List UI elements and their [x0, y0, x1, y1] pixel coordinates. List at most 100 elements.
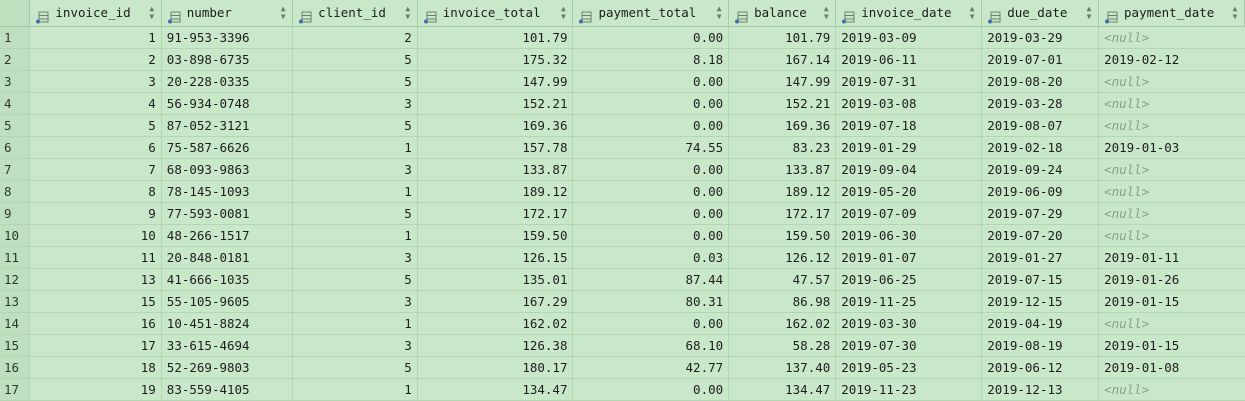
cell-invoice-id[interactable]: 5 [30, 115, 162, 136]
cell-due-date[interactable]: 2019-06-09 [982, 181, 1100, 202]
cell-invoice-id[interactable]: 15 [30, 291, 162, 312]
table-row[interactable]: 8 8 78-145-1093 1 189.12 0.00 189.12 2019-05-20… [0, 181, 1245, 203]
cell-payment-date[interactable]: <null> [1104, 96, 1150, 111]
table-row[interactable]: 14 16 10-451-8824 1 162.02 0.00 162.02 2019-03-… [0, 313, 1245, 335]
cell-payment-date[interactable]: 2019-01-26 [1104, 272, 1180, 287]
cell-due-date[interactable]: 2019-08-19 [982, 335, 1100, 356]
cell-invoice-total[interactable]: 101.79 [418, 27, 574, 48]
cell-invoice-date[interactable]: 2019-01-07 [836, 247, 983, 268]
cell-payment-total[interactable]: 0.00 [573, 203, 730, 224]
cell-invoice-date[interactable]: 2019-06-25 [836, 269, 983, 290]
cell-due-date[interactable]: 2019-08-07 [982, 115, 1100, 136]
cell-balance[interactable]: 137.40 [729, 357, 837, 378]
table-row[interactable]: 3 3 20-228-0335 5 147.99 0.00 147.99 2019-07-31… [0, 71, 1245, 93]
cell-invoice-date[interactable]: 2019-11-23 [836, 379, 983, 400]
column-header-due-date[interactable]: due_date ▲ ▼ [982, 0, 1100, 26]
cell-client-id[interactable]: 5 [293, 357, 418, 378]
sort-arrows-icon[interactable]: ▲ ▼ [823, 4, 829, 21]
cell-invoice-id[interactable]: 16 [30, 313, 162, 334]
cell-client-id[interactable]: 5 [293, 71, 418, 92]
cell-invoice-id[interactable]: 8 [30, 181, 162, 202]
cell-payment-date[interactable]: <null> [1104, 206, 1150, 221]
cell-due-date[interactable]: 2019-04-19 [982, 313, 1100, 334]
cell-number[interactable]: 56-934-0748 [162, 93, 294, 114]
table-row[interactable]: 7 7 68-093-9863 3 133.87 0.00 133.87 2019-09-04… [0, 159, 1245, 181]
cell-payment-total[interactable]: 42.77 [573, 357, 730, 378]
table-row[interactable]: 17 19 83-559-4105 1 134.47 0.00 134.47 2019-11-… [0, 379, 1245, 401]
cell-client-id[interactable]: 3 [293, 93, 418, 114]
cell-client-id[interactable]: 5 [293, 49, 418, 70]
cell-number[interactable]: 75-587-6626 [162, 137, 294, 158]
cell-invoice-total[interactable]: 172.17 [418, 203, 574, 224]
cell-invoice-total[interactable]: 162.02 [418, 313, 574, 334]
cell-client-id[interactable]: 2 [293, 27, 418, 48]
table-row[interactable]: 1 1 91-953-3396 2 101.79 0.00 101.79 2019-03-09… [0, 27, 1245, 49]
cell-number[interactable]: 91-953-3396 [162, 27, 294, 48]
cell-due-date[interactable]: 2019-03-28 [982, 93, 1100, 114]
cell-invoice-total[interactable]: 147.99 [418, 71, 574, 92]
cell-invoice-date[interactable]: 2019-05-20 [836, 181, 983, 202]
cell-payment-total[interactable]: 0.00 [573, 225, 730, 246]
cell-invoice-date[interactable]: 2019-03-08 [836, 93, 983, 114]
cell-invoice-id[interactable]: 11 [30, 247, 162, 268]
cell-payment-total[interactable]: 87.44 [573, 269, 730, 290]
table-row[interactable]: 6 6 75-587-6626 1 157.78 74.55 83.23 2019-01-29… [0, 137, 1245, 159]
cell-payment-date[interactable]: <null> [1104, 382, 1150, 397]
cell-due-date[interactable]: 2019-08-20 [982, 71, 1100, 92]
cell-client-id[interactable]: 1 [293, 137, 418, 158]
cell-invoice-id[interactable]: 4 [30, 93, 162, 114]
cell-invoice-total[interactable]: 134.47 [418, 379, 574, 400]
cell-balance[interactable]: 101.79 [729, 27, 837, 48]
cell-payment-total[interactable]: 0.00 [573, 93, 730, 114]
cell-invoice-total[interactable]: 157.78 [418, 137, 574, 158]
cell-number[interactable]: 55-105-9605 [162, 291, 294, 312]
cell-payment-date[interactable]: 2019-01-15 [1104, 338, 1180, 353]
cell-number[interactable]: 77-593-0081 [162, 203, 294, 224]
cell-invoice-id[interactable]: 9 [30, 203, 162, 224]
cell-balance[interactable]: 169.36 [729, 115, 837, 136]
cell-due-date[interactable]: 2019-07-01 [982, 49, 1100, 70]
cell-invoice-date[interactable]: 2019-09-04 [836, 159, 983, 180]
cell-payment-date[interactable]: <null> [1104, 316, 1150, 331]
cell-client-id[interactable]: 3 [293, 247, 418, 268]
sort-arrows-icon[interactable]: ▲ ▼ [1086, 4, 1092, 21]
cell-payment-date[interactable]: 2019-01-03 [1104, 140, 1180, 155]
cell-due-date[interactable]: 2019-02-18 [982, 137, 1100, 158]
cell-due-date[interactable]: 2019-07-29 [982, 203, 1100, 224]
cell-due-date[interactable]: 2019-07-20 [982, 225, 1100, 246]
cell-payment-date[interactable]: 2019-01-08 [1104, 360, 1180, 375]
cell-balance[interactable]: 133.87 [729, 159, 837, 180]
cell-payment-total[interactable]: 0.00 [573, 27, 730, 48]
column-header-payment-date[interactable]: payment_date ▲ ▼ [1099, 0, 1245, 26]
cell-balance[interactable]: 134.47 [729, 379, 837, 400]
cell-payment-total[interactable]: 80.31 [573, 291, 730, 312]
cell-invoice-id[interactable]: 13 [30, 269, 162, 290]
cell-invoice-date[interactable]: 2019-03-30 [836, 313, 983, 334]
table-row[interactable]: 12 13 41-666-1035 5 135.01 87.44 47.57 2019-06-… [0, 269, 1245, 291]
cell-balance[interactable]: 147.99 [729, 71, 837, 92]
cell-invoice-total[interactable]: 189.12 [418, 181, 574, 202]
column-header-invoice-date[interactable]: invoice_date ▲ ▼ [836, 0, 983, 26]
cell-balance[interactable]: 167.14 [729, 49, 837, 70]
cell-invoice-total[interactable]: 175.32 [418, 49, 574, 70]
cell-invoice-total[interactable]: 159.50 [418, 225, 574, 246]
cell-invoice-date[interactable]: 2019-07-30 [836, 335, 983, 356]
cell-payment-date[interactable]: <null> [1104, 228, 1150, 243]
cell-payment-total[interactable]: 8.18 [573, 49, 730, 70]
column-header-client-id[interactable]: client_id ▲ ▼ [293, 0, 418, 26]
cell-payment-date[interactable]: <null> [1104, 184, 1150, 199]
sort-arrows-icon[interactable]: ▲ ▼ [716, 4, 722, 21]
cell-payment-date[interactable]: 2019-01-11 [1104, 250, 1180, 265]
sort-arrows-icon[interactable]: ▲ ▼ [1232, 4, 1238, 21]
cell-payment-date[interactable]: <null> [1104, 118, 1150, 133]
cell-client-id[interactable]: 3 [293, 335, 418, 356]
cell-invoice-total[interactable]: 135.01 [418, 269, 574, 290]
cell-invoice-date[interactable]: 2019-06-30 [836, 225, 983, 246]
cell-number[interactable]: 83-559-4105 [162, 379, 294, 400]
table-row[interactable]: 11 11 20-848-0181 3 126.15 0.03 126.12 2019-01-… [0, 247, 1245, 269]
cell-due-date[interactable]: 2019-12-15 [982, 291, 1100, 312]
column-header-balance[interactable]: balance ▲ ▼ [729, 0, 837, 26]
cell-due-date[interactable]: 2019-07-15 [982, 269, 1100, 290]
cell-due-date[interactable]: 2019-03-29 [982, 27, 1100, 48]
cell-invoice-date[interactable]: 2019-03-09 [836, 27, 983, 48]
